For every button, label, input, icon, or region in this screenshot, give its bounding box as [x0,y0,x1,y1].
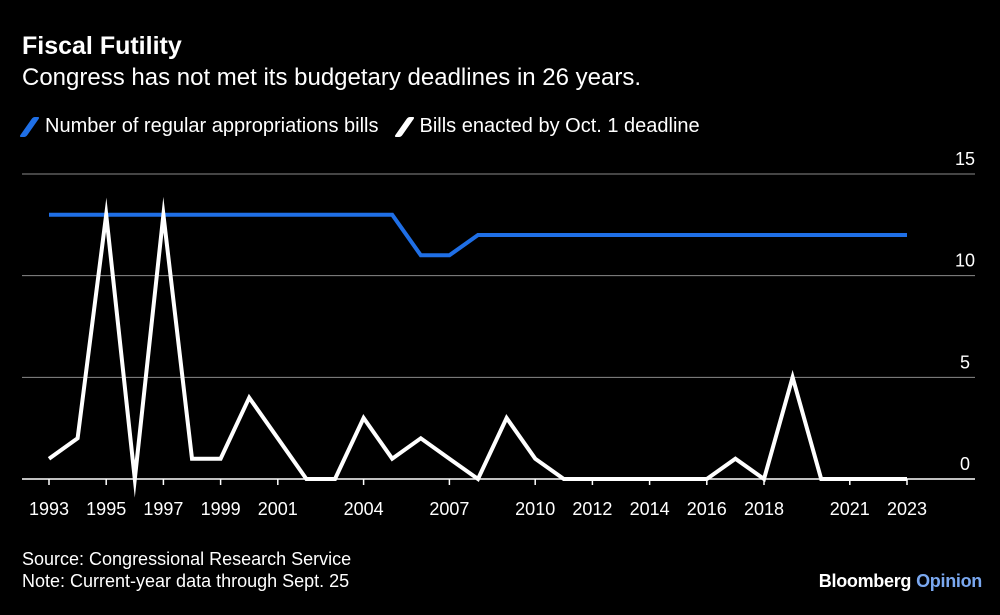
brand-name: Bloomberg [818,571,912,591]
footnote: Note: Current-year data through Sept. 25 [22,571,350,591]
brand-logo: Bloomberg Opinion [818,571,983,592]
x-tick-label-1999: 1999 [201,499,241,519]
x-tick-label-1993: 1993 [29,499,69,519]
legend-label-enacted: Bills enacted by Oct. 1 deadline [419,115,700,137]
legend-item-enacted: Bills enacted by Oct. 1 deadline [393,115,700,138]
y-tick-label-15: 15 [955,149,975,169]
x-tick-label-2016: 2016 [687,499,727,519]
legend: Number of regular appropriations bills B… [18,115,718,138]
y-tick-label-5: 5 [960,352,970,372]
x-tick-label-2023: 2023 [887,499,927,519]
x-tick-label-2001: 2001 [258,499,298,519]
x-tick-label-2021: 2021 [830,499,870,519]
y-tick-label-0: 0 [960,454,970,474]
x-tick-label-1997: 1997 [143,499,183,519]
y-tick-label-10: 10 [955,251,975,271]
x-tick-label-2004: 2004 [344,499,384,519]
chart-title: Fiscal Futility [22,32,182,60]
legend-label-appropriations: Number of regular appropriations bills [45,115,379,137]
series-line-appropriations [49,212,907,258]
source-note: Source: Congressional Research Service [22,549,352,569]
series-line-enacted [47,196,907,498]
x-tick-label-2018: 2018 [744,499,784,519]
chart-subtitle: Congress has not met its budgetary deadl… [22,64,642,91]
x-tick-label-2007: 2007 [429,499,469,519]
x-tick-label-2014: 2014 [630,499,670,519]
x-tick-label-2010: 2010 [515,499,555,519]
x-tick-label-2012: 2012 [572,499,612,519]
legend-item-appropriations: Number of regular appropriations bills [18,115,379,138]
brand-suffix: Opinion [916,571,982,591]
x-tick-label-1995: 1995 [86,499,126,519]
